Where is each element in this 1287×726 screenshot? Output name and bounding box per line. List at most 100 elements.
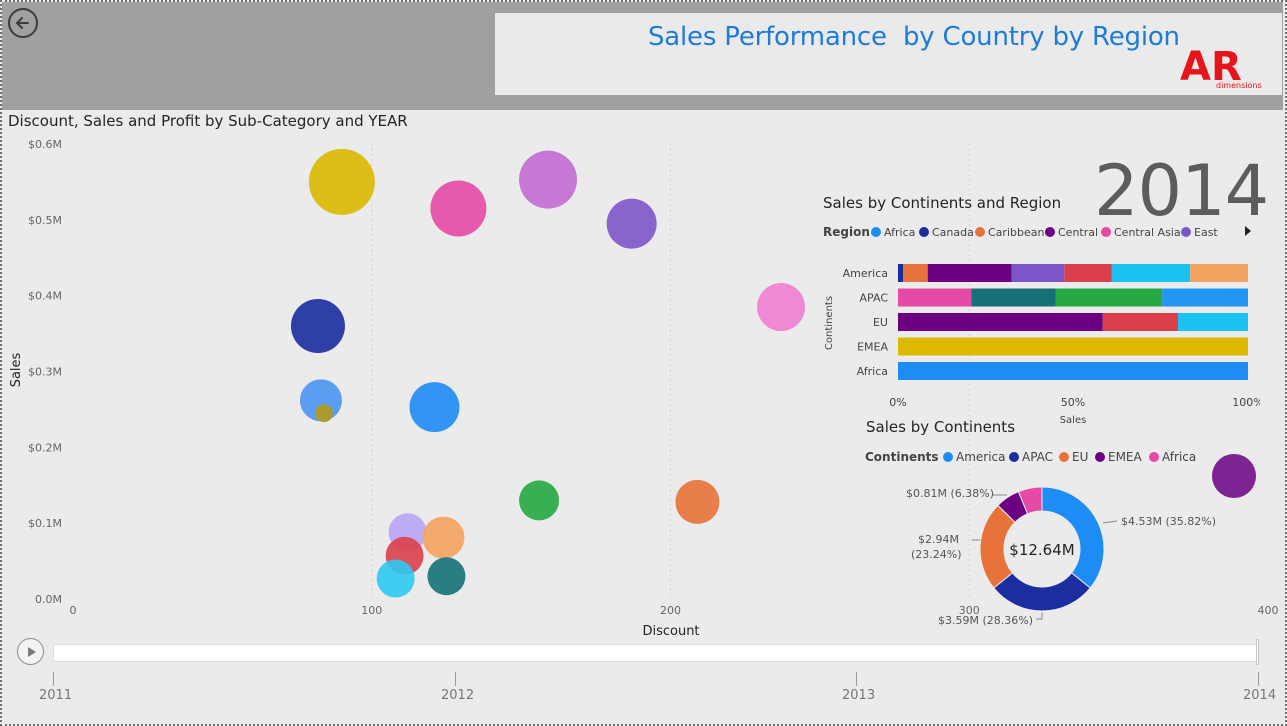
play-button[interactable] [17,638,44,665]
stacked-bar-segment[interactable] [1102,313,1178,331]
timeline-tick [856,672,857,686]
continent-legend-swatch [1149,452,1159,462]
timeline-tick-label[interactable]: 2014 [1243,688,1277,703]
donut-slice[interactable] [993,572,1091,612]
region-legend-item[interactable]: Caribbean [988,226,1044,239]
x-tick-label: 300 [959,604,980,617]
stacked-category-label: Africa [857,365,888,378]
scatter-bubble[interactable] [606,198,657,249]
continent-legend-swatch [1095,452,1105,462]
continents-legend-title: Continents [865,450,939,464]
region-legend-item[interactable]: Canada [932,226,974,239]
scatter-bubble[interactable] [675,479,720,524]
stacked-bar-segment[interactable] [898,337,1248,356]
continent-legend-item[interactable]: Africa [1162,450,1196,464]
scatter-bubble[interactable] [427,557,466,596]
logo-subtext: dimensions [1216,81,1262,90]
scatter-bubble[interactable] [519,150,578,209]
scatter-bubble[interactable] [519,480,560,521]
scatter-bubble[interactable] [1212,454,1256,498]
region-legend-item[interactable]: Central Asia [1114,226,1181,239]
continent-legend-item[interactable]: America [956,450,1006,464]
donut-slice[interactable] [1041,486,1105,589]
x-tick-label: 0 [70,604,77,617]
donut-chart: Continents America APAC EU EMEA Africa $12.6… [865,450,1216,627]
stacked-bar-segment[interactable] [898,313,1103,331]
y-tick-label: $0.2M [28,441,62,454]
play-axis-year: 2014 [1094,150,1269,232]
timeline-tick [1258,672,1259,686]
title-panel [495,13,1282,95]
scatter-bubble[interactable] [757,283,806,332]
x-tick-label: 200 [660,604,681,617]
stacked-bar-segment[interactable] [1178,313,1248,331]
stacked-x-axis-label: Sales [1060,415,1087,426]
stacked-bar-segment[interactable] [898,264,904,282]
play-icon [27,646,36,657]
continent-legend-swatch [943,452,953,462]
stacked-bar-segment[interactable] [1055,288,1163,307]
x-axis-label: Discount [642,624,699,639]
stacked-bar-segment[interactable] [1064,264,1112,282]
stacked-bar-segment[interactable] [903,264,928,282]
scatter-chart-title: Discount, Sales and Profit by Sub-Catego… [8,112,408,130]
timeline-handle[interactable] [1256,639,1259,665]
timeline-tick-label[interactable]: 2011 [39,688,73,703]
region-legend-swatch [871,227,881,237]
scatter-bubble[interactable] [376,559,415,598]
region-legend-swatch [975,227,985,237]
region-legend-title: Region [823,225,870,239]
page-title: Sales Performance by Country by Region [648,22,1180,52]
legend-next-arrow-icon[interactable] [1245,226,1251,236]
timeline-tick-label[interactable]: 2013 [842,688,876,703]
donut-label-eu-pct: (23.24%) [911,548,962,561]
timeline-slider[interactable] [53,644,1259,662]
timeline-tick-label[interactable]: 2012 [441,688,475,703]
stacked-bar-segment[interactable] [1190,264,1248,282]
donut-leader-line [1036,613,1043,620]
x-tick-label: 400 [1258,604,1279,617]
scatter-bubble[interactable] [422,516,465,559]
stacked-bar-segment[interactable] [927,264,1012,282]
y-tick-label: $0.3M [28,366,62,379]
stacked-bar-segment[interactable] [898,362,1248,380]
region-legend-item[interactable]: East [1194,226,1218,239]
stacked-y-axis-label: Continents [824,296,835,350]
continent-legend-item[interactable]: APAC [1022,450,1053,464]
stacked-bar-segment[interactable] [898,288,972,307]
y-tick-label: $0.1M [28,517,62,530]
stacked-bar-segment[interactable] [1011,264,1065,282]
stacked-category-label: America [843,267,888,280]
donut-slice[interactable] [1017,486,1043,515]
region-legend-swatch [1181,227,1191,237]
donut-chart-title: Sales by Continents [866,418,1016,436]
stacked-bar-chart: Region Africa Canada Caribbean Central Centr… [823,225,1260,426]
y-tick-label: $0.5M [28,214,62,227]
stacked-bar-segment[interactable] [971,288,1056,307]
continent-legend-swatch [1059,452,1069,462]
back-arrow-icon[interactable] [8,8,38,38]
stacked-bar-segment[interactable] [1111,264,1191,282]
scatter-bubble[interactable] [290,299,345,353]
donut-total-label: $12.64M [1009,541,1074,559]
timeline-tick [455,672,456,686]
stacked-category-label: APAC [860,292,889,305]
scatter-bubble[interactable] [430,180,487,237]
continent-legend-item[interactable]: EMEA [1108,450,1143,464]
stacked-bar-segment[interactable] [1162,288,1248,307]
stacked-x-tick: 0% [889,396,906,409]
timeline-tick [53,672,54,686]
region-legend-swatch [919,227,929,237]
scatter-bubble[interactable] [409,382,460,433]
logo-letters: AR [1180,44,1242,90]
stacked-chart-title: Sales by Continents and Region [823,194,1062,212]
scatter-chart: 0.0M $0.1M $0.2M $0.3M $0.4M $0.5M $0.6M 0 100 2… [9,138,1279,639]
region-legend-item[interactable]: Africa [884,226,915,239]
y-tick-label: $0.6M [28,138,62,151]
scatter-bubble[interactable] [314,404,333,423]
continent-legend-item[interactable]: EU [1072,450,1088,464]
x-tick-label: 100 [361,604,382,617]
scatter-bubble[interactable] [308,148,375,215]
region-legend-item[interactable]: Central [1058,226,1098,239]
